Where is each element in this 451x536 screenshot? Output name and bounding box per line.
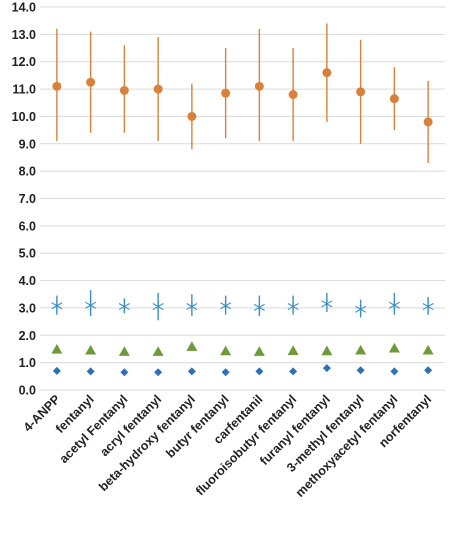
error-bars	[56, 23, 429, 321]
data-point-diamond	[424, 366, 433, 375]
data-point-star	[422, 301, 434, 313]
data-point-star	[118, 301, 130, 313]
data-markers	[51, 68, 434, 377]
data-point-triangle	[85, 344, 97, 355]
data-point-triangle	[220, 345, 232, 356]
y-tick-label: 4.0	[19, 274, 36, 288]
data-point-triangle	[355, 344, 367, 355]
data-point-diamond	[154, 368, 163, 377]
data-point-circle	[356, 87, 366, 97]
y-tick-label: 10.0	[12, 110, 36, 124]
data-point-triangle	[118, 346, 130, 356]
y-tick-label: 14.0	[12, 1, 36, 15]
data-point-circle	[288, 90, 298, 100]
y-tick-label: 8.0	[19, 165, 36, 179]
data-point-diamond	[255, 367, 264, 376]
data-point-star	[220, 300, 232, 312]
data-point-star	[287, 301, 299, 313]
y-tick-label: 6.0	[19, 219, 36, 233]
data-point-star	[152, 301, 164, 313]
data-point-circle	[389, 94, 399, 104]
data-point-triangle	[253, 346, 265, 356]
data-point-circle	[187, 111, 197, 121]
y-tick-label: 7.0	[19, 192, 36, 206]
data-point-diamond	[221, 368, 230, 377]
data-point-diamond	[356, 366, 365, 375]
data-point-circle	[86, 77, 96, 87]
y-tick-label: 0.0	[19, 384, 36, 398]
y-tick-label: 13.0	[12, 28, 36, 42]
data-point-circle	[423, 117, 433, 127]
data-point-triangle	[51, 344, 63, 354]
data-point-triangle	[321, 345, 333, 356]
y-tick-label: 12.0	[12, 55, 36, 69]
data-point-triangle	[388, 342, 400, 353]
data-point-circle	[119, 85, 129, 95]
data-point-diamond	[120, 368, 129, 377]
y-tick-label: 5.0	[19, 247, 36, 261]
data-point-circle	[254, 81, 264, 91]
data-point-circle	[322, 68, 332, 78]
y-tick-label: 2.0	[19, 329, 36, 343]
data-point-diamond	[86, 367, 95, 376]
data-point-circle	[52, 81, 62, 91]
data-point-triangle	[422, 344, 434, 355]
data-point-star	[85, 299, 97, 311]
data-point-diamond	[390, 367, 399, 376]
data-point-diamond	[289, 367, 298, 376]
data-point-triangle	[287, 345, 299, 356]
data-point-diamond	[52, 366, 61, 375]
data-point-diamond	[322, 364, 331, 373]
data-point-star	[186, 301, 198, 313]
data-point-triangle	[152, 346, 164, 356]
y-tick-label: 1.0	[19, 356, 36, 370]
y-axis-tick-labels: 0.0 1.0 2.0 3.0 4.0 5.0 6.0 7.0 8.0 9.0 10.0 11.0 12…	[12, 1, 36, 398]
data-point-star	[51, 300, 63, 312]
data-point-circle	[153, 84, 163, 94]
y-tick-label: 9.0	[19, 137, 36, 151]
data-point-star	[355, 303, 367, 315]
data-point-star	[253, 301, 265, 313]
data-point-triangle	[186, 341, 198, 351]
y-tick-label: 3.0	[19, 301, 36, 315]
data-point-star	[388, 299, 400, 311]
data-point-star	[321, 298, 333, 310]
gridlines	[40, 6, 445, 391]
data-point-circle	[221, 88, 231, 98]
data-point-diamond	[187, 367, 196, 376]
y-tick-label: 11.0	[12, 83, 36, 97]
